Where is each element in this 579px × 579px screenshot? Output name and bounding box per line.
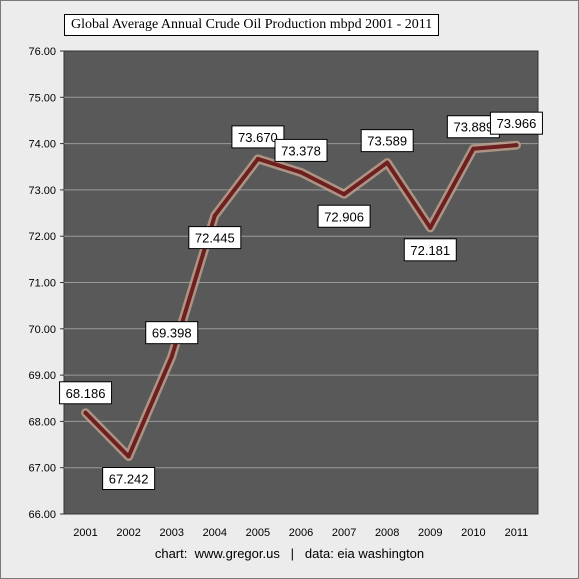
y-tick-label: 76.00 [28, 46, 56, 58]
data-label: 68.186 [66, 386, 106, 401]
y-tick-label: 73.00 [28, 185, 56, 197]
data-label: 69.398 [152, 326, 192, 341]
y-tick-label: 69.00 [28, 370, 56, 382]
data-label-box [317, 204, 371, 228]
data-point [514, 143, 519, 148]
y-tick-label: 66.00 [28, 509, 56, 521]
data-label-box [403, 238, 457, 262]
x-tick-label: 2003 [159, 527, 183, 539]
data-label: 73.889 [453, 120, 493, 135]
data-point [212, 213, 217, 218]
data-label: 67.242 [109, 471, 149, 486]
x-tick-label: 2002 [116, 527, 140, 539]
y-tick-label: 70.00 [28, 324, 56, 336]
x-tick-label: 2004 [203, 527, 227, 539]
data-point [299, 170, 303, 175]
data-label: 73.966 [497, 116, 537, 131]
data-label-box [145, 321, 199, 345]
data-label: 73.670 [238, 130, 278, 145]
x-tick-label: 2007 [332, 527, 356, 539]
x-tick-label: 2009 [418, 527, 442, 539]
x-tick-label: 2008 [375, 527, 399, 539]
data-label-box [360, 129, 414, 153]
data-label: 72.445 [195, 231, 235, 246]
data-label-box [188, 226, 242, 250]
data-point [471, 146, 476, 151]
data-label-box [489, 111, 543, 135]
data-label-box [59, 381, 113, 405]
y-tick-label: 67.00 [28, 463, 56, 475]
chart-title: Global Average Annual Crude Oil Producti… [64, 14, 440, 36]
x-tick-label: 2005 [246, 527, 270, 539]
y-tick-label: 68.00 [28, 416, 56, 428]
y-tick-label: 71.00 [28, 278, 56, 290]
data-label-box [231, 125, 285, 149]
data-label: 73.378 [281, 143, 321, 158]
x-tick-label: 2010 [461, 527, 485, 539]
data-label-box [274, 138, 328, 162]
data-point [385, 160, 390, 165]
data-point [126, 454, 131, 459]
data-label: 72.181 [410, 243, 450, 258]
data-label-box [102, 466, 156, 490]
data-point [169, 354, 174, 359]
y-tick-label: 72.00 [28, 231, 56, 243]
data-point [428, 225, 433, 230]
y-tick-label: 74.00 [28, 139, 56, 151]
chart-caption: chart: www.gregor.us | data: eia washing… [154, 546, 425, 561]
data-point [342, 192, 347, 197]
y-tick-label: 75.00 [28, 92, 56, 104]
x-tick-label: 2006 [289, 527, 313, 539]
x-tick-label: 2011 [505, 527, 529, 539]
x-tick-label: 2001 [73, 527, 97, 539]
data-label: 73.589 [367, 134, 407, 149]
data-label: 72.906 [324, 209, 364, 224]
data-point [83, 410, 88, 415]
data-point [255, 156, 260, 161]
